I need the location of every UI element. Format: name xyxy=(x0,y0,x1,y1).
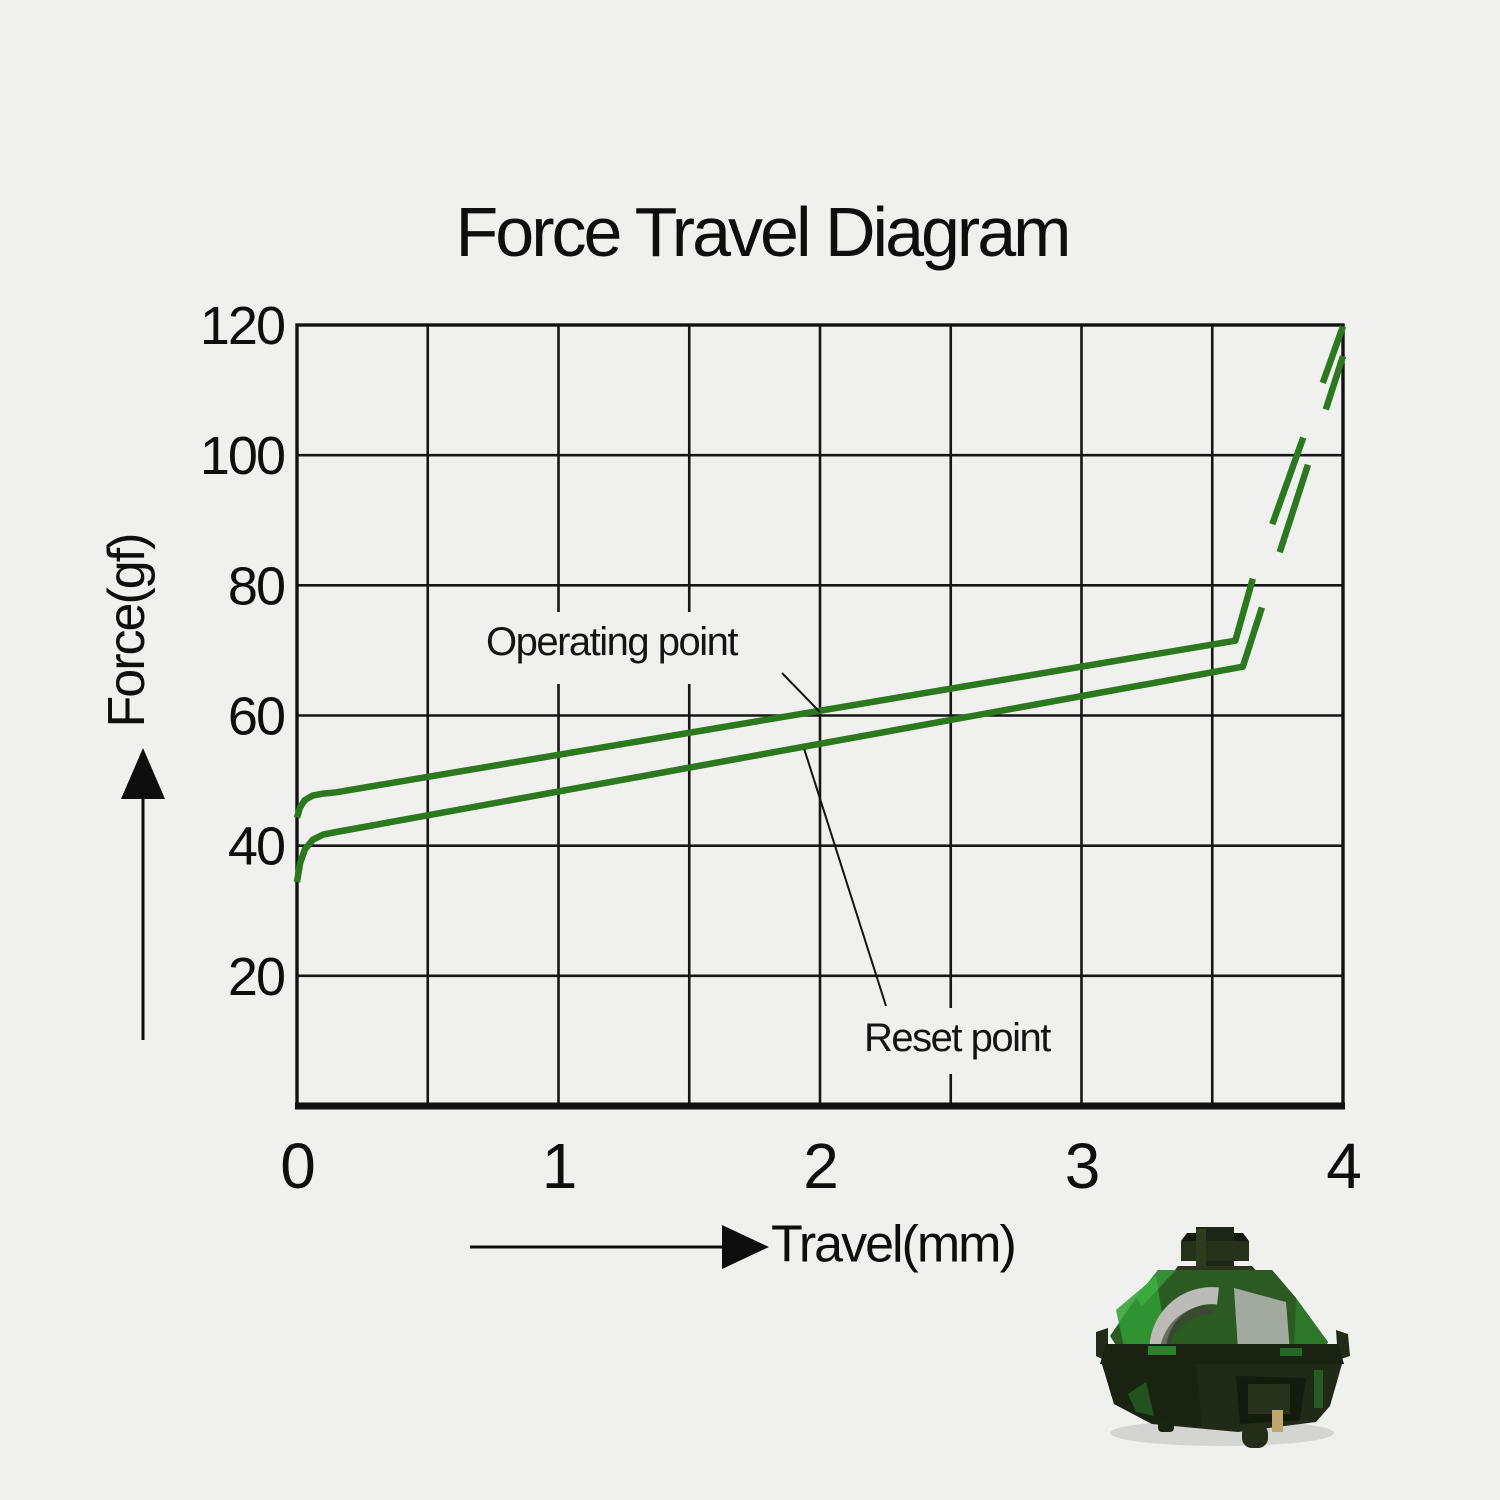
y-axis-title: Force(gf) xyxy=(98,534,156,728)
y-axis-arrow-icon xyxy=(121,748,165,1040)
y-tick-label: 20 xyxy=(228,947,284,1007)
keyboard-switch-photo xyxy=(1096,1227,1350,1448)
x-axis-title: Travel(mm) xyxy=(771,1215,1017,1274)
callout-line xyxy=(803,748,887,1007)
chart-frame xyxy=(295,323,1345,1110)
annotation-callout-lines xyxy=(781,672,887,1007)
callout-line xyxy=(781,672,821,713)
axis-tick-labels: 20 40 60 80 100 120 0 1 2 3 4 xyxy=(200,296,1362,1202)
chart-grid xyxy=(297,325,1343,1106)
annotation-reset-point: Reset point xyxy=(856,1008,1058,1074)
y-tick-label: 100 xyxy=(200,426,284,486)
y-tick-label: 80 xyxy=(228,556,284,616)
series-path-solid xyxy=(293,577,1256,819)
y-tick-label: 60 xyxy=(228,687,284,747)
annotation-operating-point: Operating point xyxy=(478,612,746,684)
x-tick-label: 0 xyxy=(280,1130,314,1202)
series-path-dashed xyxy=(1258,355,1347,609)
x-axis-arrow-icon xyxy=(470,1225,769,1269)
y-tick-label: 40 xyxy=(228,817,284,877)
series-path-dashed xyxy=(1249,325,1347,580)
chart-title: Force Travel Diagram xyxy=(455,193,1072,271)
y-tick-label: 120 xyxy=(200,296,284,356)
x-tick-label: 2 xyxy=(803,1130,837,1202)
x-tick-label: 4 xyxy=(1326,1130,1360,1202)
x-tick-label: 3 xyxy=(1065,1130,1099,1202)
chart-series xyxy=(293,325,1347,883)
series-path-solid xyxy=(293,606,1265,883)
x-tick-label: 1 xyxy=(542,1130,576,1202)
